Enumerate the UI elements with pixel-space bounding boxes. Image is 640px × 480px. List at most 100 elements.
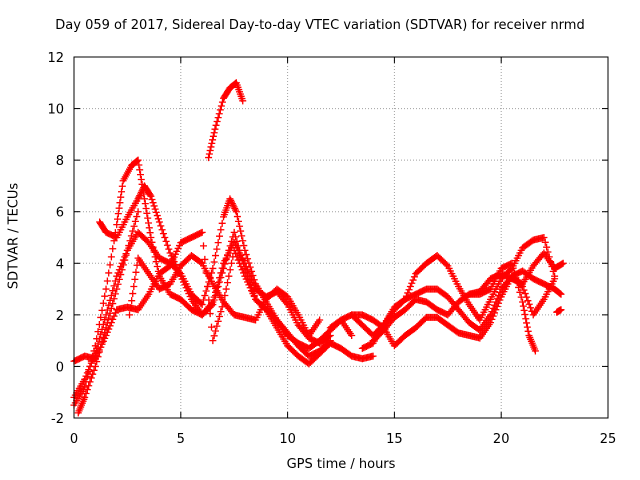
data-point: [123, 246, 131, 254]
data-point: [234, 217, 242, 225]
data-point: [114, 210, 122, 218]
data-point: [230, 203, 238, 211]
data-point: [97, 313, 105, 321]
data-point: [216, 106, 224, 114]
data-point: [214, 114, 222, 122]
data-point: [81, 393, 89, 401]
data-point: [114, 215, 122, 223]
data-point: [133, 261, 141, 269]
data-point: [90, 347, 98, 355]
data-point: [217, 102, 225, 110]
data-point: [519, 302, 527, 310]
y-tick-label: 8: [56, 154, 64, 169]
y-tick-label: 2: [56, 309, 64, 324]
x-axis-label: GPS time / hours: [286, 457, 396, 472]
data-point: [227, 196, 235, 204]
grid-lines: [74, 57, 608, 418]
data-point: [496, 288, 504, 296]
data-point: [519, 298, 527, 306]
data-point: [140, 195, 148, 203]
data-point: [234, 256, 242, 264]
data-point: [109, 245, 117, 253]
data-point: [110, 312, 118, 320]
data-point: [217, 269, 225, 277]
data-point: [230, 228, 238, 236]
data-point: [198, 301, 206, 309]
data-point: [238, 266, 246, 274]
data-point: [95, 348, 103, 356]
data-point: [89, 370, 97, 378]
data-point: [149, 199, 157, 207]
data-point: [213, 245, 221, 253]
data-point: [93, 335, 101, 343]
data-point: [161, 234, 169, 241]
data-point: [146, 191, 154, 199]
data-point: [201, 292, 209, 300]
data-point: [129, 227, 137, 235]
data-point: [126, 237, 134, 245]
data-point: [522, 315, 530, 323]
y-tick-label: 6: [56, 206, 64, 221]
data-point: [98, 306, 106, 314]
data-point: [151, 253, 159, 261]
data-point: [228, 198, 236, 206]
data-point: [165, 245, 173, 253]
data-point: [557, 290, 565, 298]
data-point: [232, 250, 240, 258]
data-point: [217, 226, 225, 234]
data-point: [145, 224, 153, 232]
data-point: [214, 317, 222, 325]
data-point: [147, 234, 155, 241]
data-point: [208, 323, 216, 331]
data-point: [216, 274, 224, 282]
data-point: [217, 308, 225, 316]
data-point: [212, 121, 220, 129]
data-point: [442, 261, 450, 269]
data-point: [226, 195, 234, 203]
data-point: [405, 286, 413, 294]
data-point: [97, 343, 105, 351]
data-point: [226, 266, 234, 274]
data-point: [204, 282, 211, 290]
data-point: [95, 321, 103, 329]
data-point: [229, 201, 237, 209]
data-point: [105, 269, 113, 277]
data-point: [236, 259, 244, 267]
data-point: [239, 237, 247, 245]
data-point: [142, 204, 150, 212]
data-point: [131, 217, 139, 225]
data-point: [153, 263, 161, 271]
data-point: [111, 290, 119, 298]
data-point: [406, 282, 414, 290]
data-point: [222, 285, 230, 293]
data-point: [531, 347, 539, 355]
data-point: [232, 233, 240, 241]
data-point: [163, 241, 171, 249]
series-arc-4: [70, 228, 377, 368]
data-point: [232, 208, 240, 216]
data-point: [151, 205, 159, 213]
data-point: [122, 251, 130, 259]
data-point: [118, 266, 126, 274]
data-point: [152, 208, 160, 216]
data-point: [147, 192, 155, 200]
data-point: [127, 232, 135, 240]
data-point: [205, 296, 213, 304]
data-point: [153, 212, 161, 220]
data-point: [527, 304, 535, 312]
data-point: [489, 304, 497, 312]
data-point: [83, 386, 91, 394]
data-point: [136, 171, 144, 179]
data-point: [86, 378, 94, 386]
data-point: [233, 253, 241, 261]
data-point: [218, 219, 226, 227]
y-tick-label: 12: [47, 51, 64, 66]
data-point: [137, 175, 145, 183]
data-point: [137, 188, 145, 196]
data-point: [348, 331, 356, 339]
data-point: [316, 316, 324, 324]
data-point: [541, 238, 549, 246]
data-point: [508, 259, 516, 267]
data-point: [144, 219, 152, 227]
